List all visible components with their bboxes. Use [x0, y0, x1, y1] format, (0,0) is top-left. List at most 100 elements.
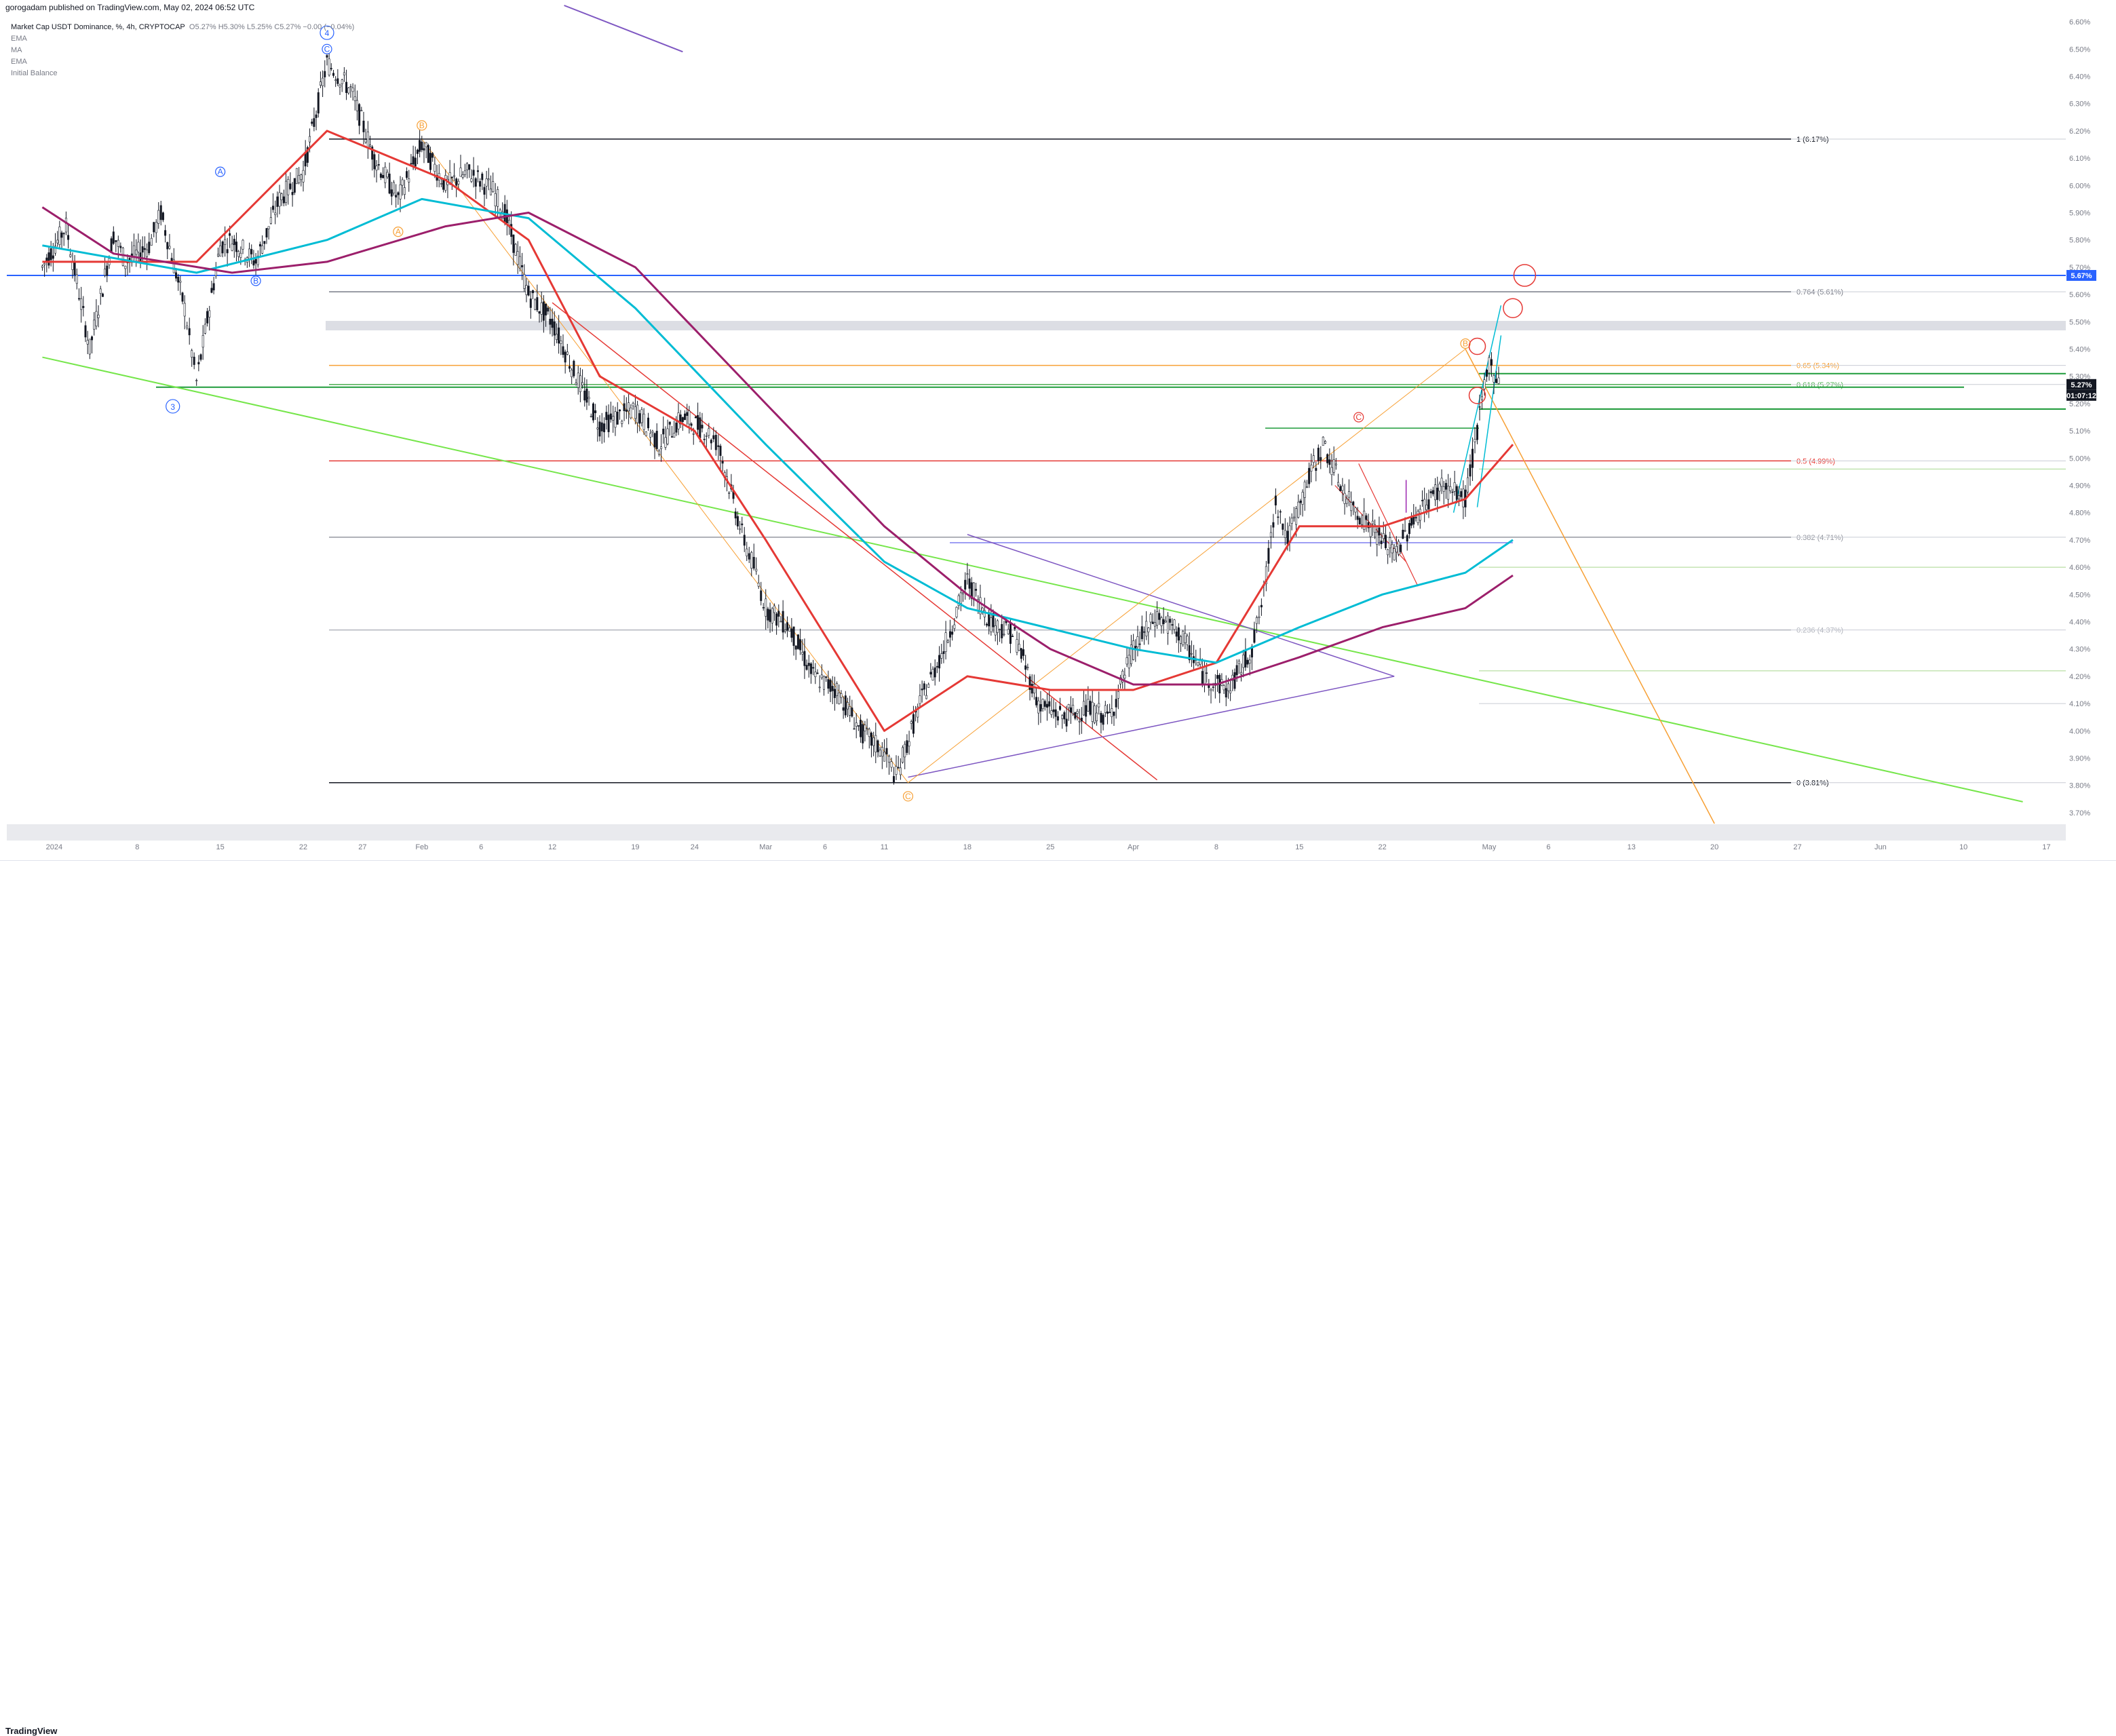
candle-body: [1471, 448, 1474, 468]
candle-body: [792, 626, 795, 647]
candle-body: [479, 181, 482, 187]
fib-level-label: 0.236 (4.37%): [1796, 627, 1843, 635]
candle-body: [1162, 619, 1165, 625]
candle-body: [1056, 716, 1059, 721]
candle-body: [239, 252, 242, 258]
candle-body: [62, 233, 65, 235]
candle-body: [1343, 493, 1346, 504]
candle-body: [183, 303, 186, 317]
candle-body: [159, 205, 162, 220]
candle-body: [936, 666, 938, 668]
candle-body: [382, 175, 385, 178]
candle-body: [1113, 711, 1115, 716]
candle-body: [899, 767, 902, 775]
candle-body: [628, 402, 630, 412]
candle-body: [459, 168, 462, 177]
candle-body: [58, 227, 61, 245]
x-tick-label: 2024: [46, 843, 62, 851]
candle-body: [681, 417, 684, 422]
triangle-lower-line: [908, 676, 1395, 778]
candle-body: [88, 339, 91, 355]
candle-body: [1227, 683, 1229, 691]
candle-body: [684, 413, 687, 421]
candle-body: [1334, 463, 1337, 465]
candle-body: [571, 369, 573, 377]
candle-body: [1406, 535, 1408, 542]
candle-body: [1210, 689, 1212, 691]
candle-body: [1074, 712, 1077, 719]
candle-body: [423, 148, 425, 151]
candle-body: [1488, 357, 1490, 373]
candle-body: [1260, 604, 1263, 608]
candle-body: [172, 259, 175, 273]
candle-body: [906, 740, 908, 753]
candle-body: [746, 548, 748, 556]
candle-body: [1267, 547, 1270, 564]
legend-indicator-initial-balance[interactable]: Initial Balance: [11, 69, 58, 77]
candle-body: [133, 245, 136, 257]
candle-body: [612, 416, 615, 421]
candle-body: [1016, 639, 1018, 653]
candle-body: [450, 176, 453, 178]
current-price-tag-bg: [2066, 379, 2096, 390]
candle-body: [1272, 522, 1275, 528]
candle-body: [442, 178, 445, 190]
candle-body: [1297, 501, 1300, 518]
candle-body: [1347, 491, 1350, 498]
wave-label-circle: [1353, 412, 1364, 423]
y-tick-label: 5.80%: [2069, 237, 2090, 245]
candle-body: [957, 595, 960, 606]
candle-body: [77, 298, 80, 300]
candle-body: [833, 689, 836, 698]
candle-body: [636, 404, 639, 423]
candle-body: [250, 249, 253, 254]
candle-body: [777, 611, 780, 617]
candle-body: [119, 246, 122, 248]
candle-body: [1035, 697, 1038, 706]
candle-body: [1398, 541, 1400, 555]
price-series: [41, 45, 1500, 785]
time-axis[interactable]: 2024 8 15 22 27 Feb 6 12 19 24 Mar 6 11 18 25 Apr 8 15 22 M…: [46, 843, 2051, 851]
legend-indicator-ema[interactable]: EMA: [11, 35, 27, 43]
tradingview-logo[interactable]: TradingView: [5, 1726, 58, 1736]
fib-level-label: 0.764 (5.61%): [1796, 288, 1843, 296]
candle-body: [609, 413, 612, 420]
candle-body: [272, 206, 275, 210]
legend-indicator-ma[interactable]: MA: [11, 46, 22, 54]
candle-body: [1444, 482, 1447, 490]
candle-body: [197, 362, 200, 364]
candle-body: [579, 375, 581, 392]
candle-body: [1037, 700, 1040, 714]
wave-label-circle: [250, 275, 261, 286]
wave-label-text: C: [324, 44, 330, 54]
candle-body: [596, 427, 599, 429]
candle-body: [959, 592, 962, 604]
candle-body: [1341, 485, 1344, 491]
x-tick-label: 6: [1546, 843, 1550, 851]
candle-body: [1100, 712, 1102, 723]
candle-body: [1190, 653, 1193, 655]
legend-symbol[interactable]: Market Cap USDT Dominance, %, 4h, CRYPTO…: [11, 23, 185, 31]
legend-indicator-ema[interactable]: EMA: [11, 58, 27, 66]
candle-body: [501, 211, 504, 220]
candle-body: [938, 655, 941, 669]
candle-body: [431, 153, 434, 158]
candle-body: [1054, 709, 1057, 717]
candle-body: [925, 695, 927, 699]
candle-body: [1292, 516, 1295, 518]
drawings-layer: [42, 5, 2023, 824]
price-axis[interactable]: 6.60% 6.50% 6.40% 6.30% 6.20% 6.10% 6.00% 5.90%…: [2069, 18, 2090, 817]
moving-average-line: [41, 206, 1514, 686]
candle-body: [328, 58, 330, 76]
y-tick-label: 4.90%: [2069, 482, 2090, 490]
candle-body: [1164, 620, 1167, 623]
candle-body: [790, 628, 793, 638]
candle-body: [675, 423, 678, 433]
candle-body: [994, 625, 997, 636]
x-tick-label: 17: [2042, 843, 2050, 851]
candle-body: [375, 166, 378, 171]
candle-body: [1345, 499, 1348, 504]
chart-canvas[interactable]: 1 (6.17%) 0.764 (5.61%) 0.65 (5.34%) 0.618 …: [0, 0, 2116, 881]
x-tick-label: May: [1482, 843, 1497, 851]
candle-body: [1391, 544, 1393, 554]
